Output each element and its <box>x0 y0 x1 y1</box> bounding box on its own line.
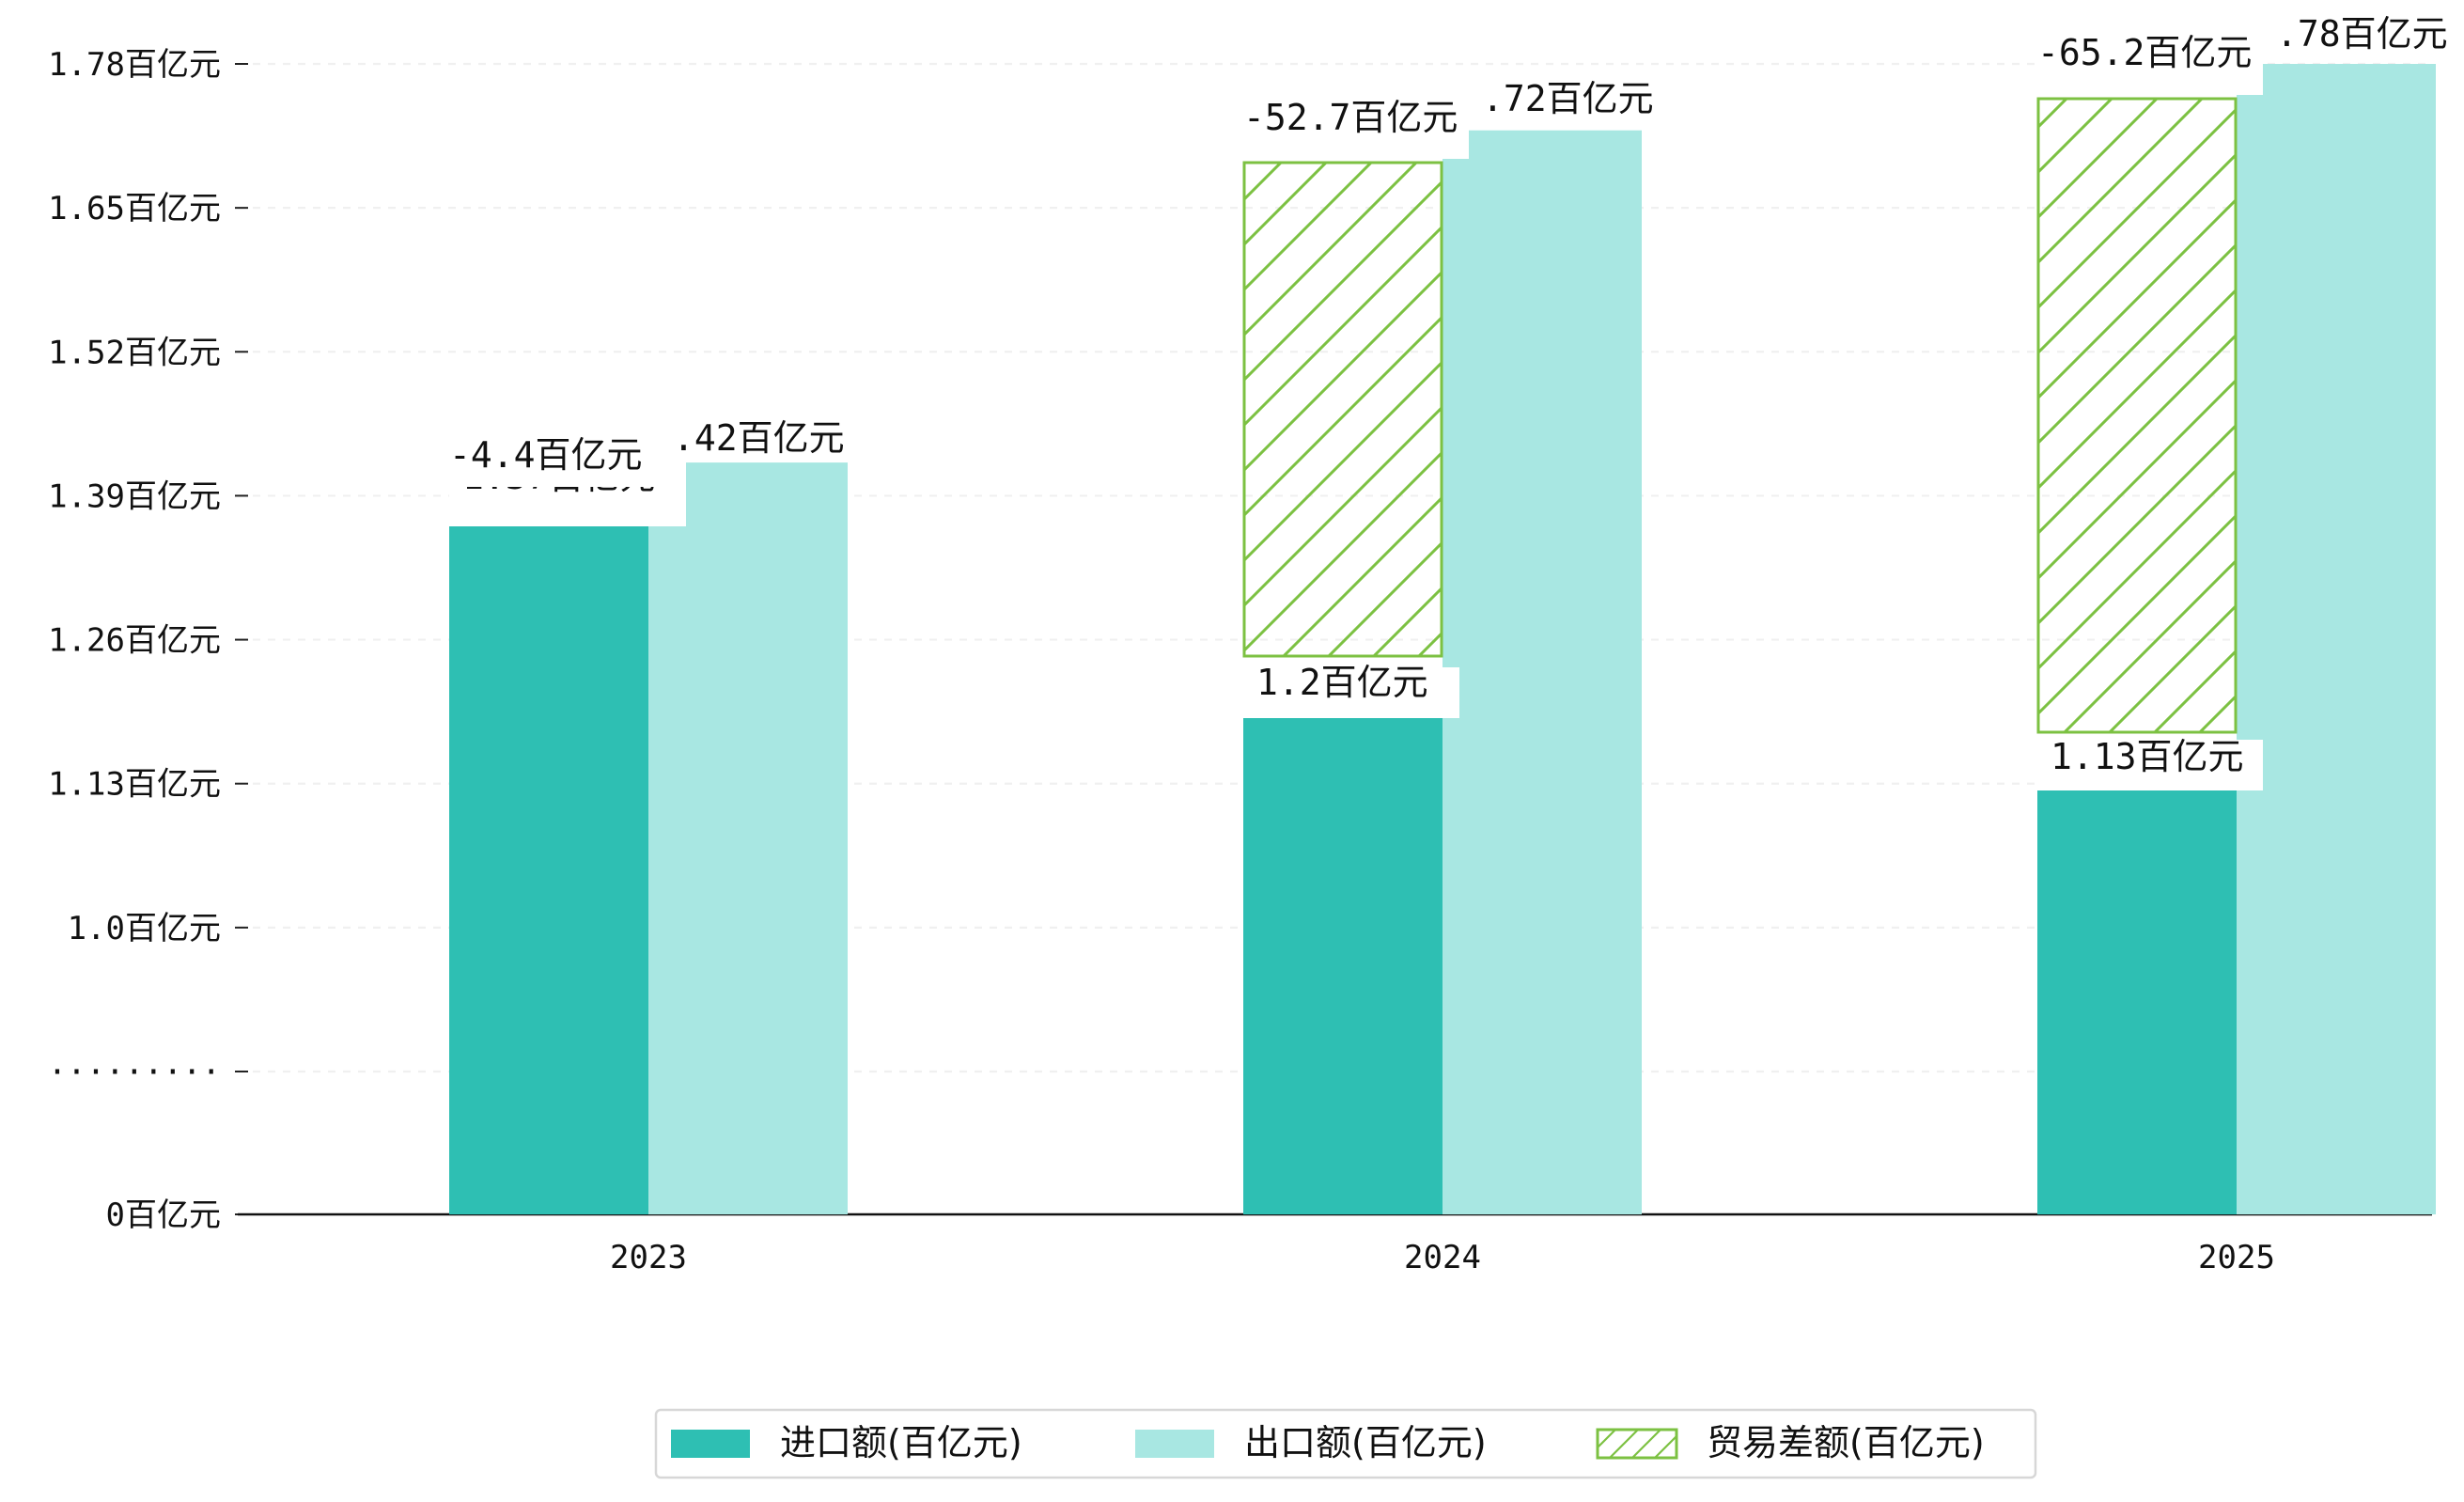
balance-label-bg <box>449 438 686 487</box>
y-tick-label: ········· <box>48 1054 221 1091</box>
export-value-label: .42百亿元 <box>673 417 845 459</box>
balance-value-label: -52.7百亿元 <box>1243 97 1458 138</box>
import-value-label: 1.2百亿元 <box>1256 662 1428 703</box>
legend-import-swatch <box>671 1430 750 1458</box>
y-tick-label: 1.39百亿元 <box>48 477 221 515</box>
export-bar <box>2237 64 2436 1214</box>
y-tick-label: 1.0百亿元 <box>68 910 221 947</box>
balance-value-label: -65.2百亿元 <box>2037 32 2252 73</box>
legend-balance-swatch <box>1596 1428 1678 1460</box>
import-value-label: 1.13百亿元 <box>2051 736 2244 777</box>
y-tick-label: 1.52百亿元 <box>48 334 221 371</box>
balance-bar <box>1242 161 1443 658</box>
legend-balance-label: 贸易差额(百亿元) <box>1707 1422 1985 1463</box>
import-label-bg <box>1243 667 1459 718</box>
balance-bar <box>2036 97 2238 734</box>
export-bar <box>648 462 848 1215</box>
legend-import-label: 进口额(百亿元) <box>780 1422 1022 1463</box>
y-tick-label: 1.65百亿元 <box>48 190 221 227</box>
balance-value-label: -4.4百亿元 <box>449 434 643 476</box>
x-tick-label: 2024 <box>1404 1239 1481 1276</box>
import-bar <box>2037 783 2237 1214</box>
balance-label-bg <box>1243 110 1469 159</box>
import-bar <box>449 517 648 1214</box>
import-bar <box>1243 706 1443 1214</box>
y-tick-label: 1.78百亿元 <box>48 46 221 84</box>
x-tick-label: 2025 <box>2198 1239 2275 1276</box>
export-bar <box>1443 130 1642 1215</box>
import-label-bg <box>2037 740 2263 790</box>
export-value-label: .78百亿元 <box>2276 13 2448 55</box>
x-tick-label: 2023 <box>610 1239 687 1276</box>
y-tick-label: 1.26百亿元 <box>48 622 221 660</box>
y-tick-label: 0百亿元 <box>106 1197 221 1234</box>
export-value-label: .72百亿元 <box>1482 78 1654 119</box>
legend-box <box>654 1408 2037 1479</box>
balance-label-bg <box>2037 46 2263 95</box>
y-tick-label: 1.13百亿元 <box>48 766 221 804</box>
legend-export-label: 出口额(百亿元) <box>1244 1422 1487 1463</box>
legend-export-swatch <box>1135 1430 1214 1458</box>
